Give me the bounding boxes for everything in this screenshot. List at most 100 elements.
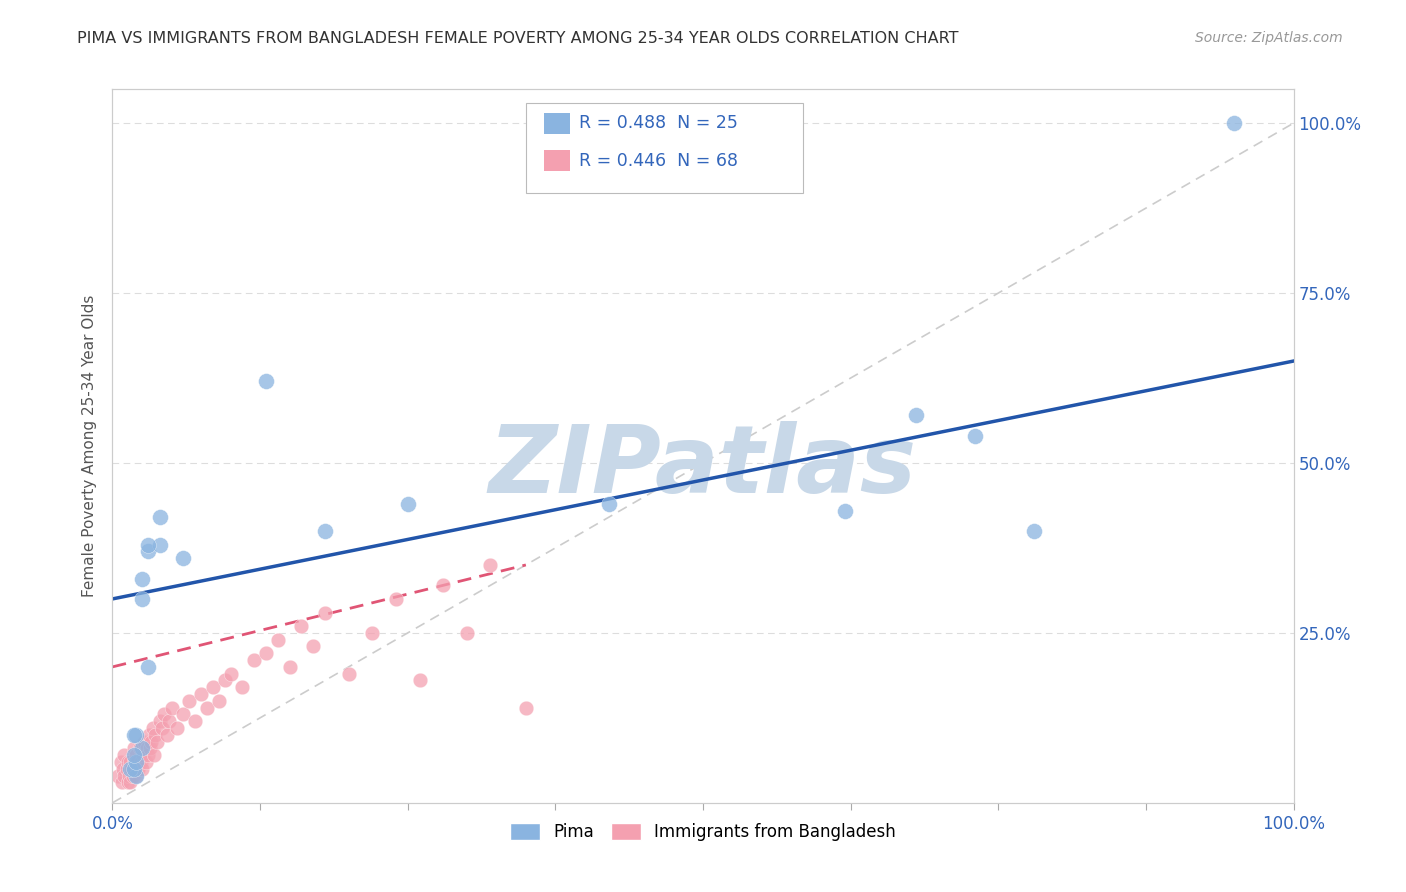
Point <box>598 497 620 511</box>
Point <box>120 755 142 769</box>
Point <box>117 755 139 769</box>
Point <box>834 503 856 517</box>
Point <box>190 687 212 701</box>
Point <box>184 714 207 729</box>
Point <box>149 714 172 729</box>
Point <box>122 728 145 742</box>
Point <box>139 741 162 756</box>
Point <box>385 591 408 606</box>
Point <box>112 748 135 763</box>
Point <box>208 694 231 708</box>
Point <box>172 551 194 566</box>
Y-axis label: Female Poverty Among 25-34 Year Olds: Female Poverty Among 25-34 Year Olds <box>82 295 97 597</box>
Point <box>129 755 152 769</box>
Point <box>963 429 986 443</box>
Point <box>396 497 419 511</box>
Point <box>122 748 145 763</box>
Point <box>115 762 138 776</box>
Point <box>195 700 218 714</box>
Point <box>278 660 301 674</box>
Point <box>128 741 150 756</box>
Point <box>120 762 142 776</box>
FancyBboxPatch shape <box>526 103 803 193</box>
Point <box>138 728 160 742</box>
Point <box>219 666 242 681</box>
Point <box>153 707 176 722</box>
Point <box>118 769 141 783</box>
Point <box>125 728 148 742</box>
Text: PIMA VS IMMIGRANTS FROM BANGLADESH FEMALE POVERTY AMONG 25-34 YEAR OLDS CORRELAT: PIMA VS IMMIGRANTS FROM BANGLADESH FEMAL… <box>77 31 959 46</box>
Point <box>136 748 159 763</box>
Point <box>122 741 145 756</box>
Text: R = 0.446  N = 68: R = 0.446 N = 68 <box>579 152 738 169</box>
Point <box>143 728 166 742</box>
Text: ZIPatlas: ZIPatlas <box>489 421 917 514</box>
Text: Source: ZipAtlas.com: Source: ZipAtlas.com <box>1195 31 1343 45</box>
Point <box>135 741 157 756</box>
Point <box>361 626 384 640</box>
Point <box>131 591 153 606</box>
Point <box>254 375 277 389</box>
Point <box>243 653 266 667</box>
Text: R = 0.488  N = 25: R = 0.488 N = 25 <box>579 114 738 132</box>
Point <box>110 755 132 769</box>
Point <box>515 700 537 714</box>
Point <box>136 537 159 551</box>
Point <box>302 640 325 654</box>
Point <box>127 762 149 776</box>
Point <box>166 721 188 735</box>
Point <box>290 619 312 633</box>
Point <box>107 769 129 783</box>
Point <box>127 755 149 769</box>
Point <box>149 537 172 551</box>
Point <box>267 632 290 647</box>
Point <box>142 748 165 763</box>
Point <box>157 714 180 729</box>
Point <box>122 762 145 776</box>
Point <box>121 769 143 783</box>
Point <box>131 572 153 586</box>
Point <box>136 660 159 674</box>
Point <box>479 558 502 572</box>
Point <box>146 734 169 748</box>
Point <box>131 741 153 756</box>
Point <box>172 707 194 722</box>
Point <box>231 680 253 694</box>
FancyBboxPatch shape <box>544 112 569 134</box>
Point <box>156 728 179 742</box>
Point <box>134 734 156 748</box>
Point <box>125 748 148 763</box>
Point <box>125 755 148 769</box>
Point <box>135 755 157 769</box>
Point <box>214 673 236 688</box>
Point <box>160 700 183 714</box>
Point <box>117 775 139 789</box>
Point <box>122 755 145 769</box>
Point <box>125 769 148 783</box>
Point <box>111 775 134 789</box>
Point <box>1022 524 1045 538</box>
Point <box>179 694 201 708</box>
Point <box>120 775 142 789</box>
Point <box>314 606 336 620</box>
Point <box>432 578 454 592</box>
Point <box>141 734 163 748</box>
Legend: Pima, Immigrants from Bangladesh: Pima, Immigrants from Bangladesh <box>503 816 903 848</box>
Point <box>337 666 360 681</box>
Point <box>131 762 153 776</box>
Point <box>149 510 172 524</box>
Point <box>136 544 159 558</box>
Point <box>125 769 148 783</box>
Point <box>456 626 478 640</box>
Point <box>120 762 142 776</box>
Point <box>142 721 165 735</box>
Point <box>124 762 146 776</box>
Point <box>112 762 135 776</box>
FancyBboxPatch shape <box>544 150 569 171</box>
Point <box>1223 116 1246 130</box>
Point <box>314 524 336 538</box>
Point <box>132 748 155 763</box>
Point <box>201 680 224 694</box>
Point <box>904 409 927 423</box>
Point <box>408 673 430 688</box>
